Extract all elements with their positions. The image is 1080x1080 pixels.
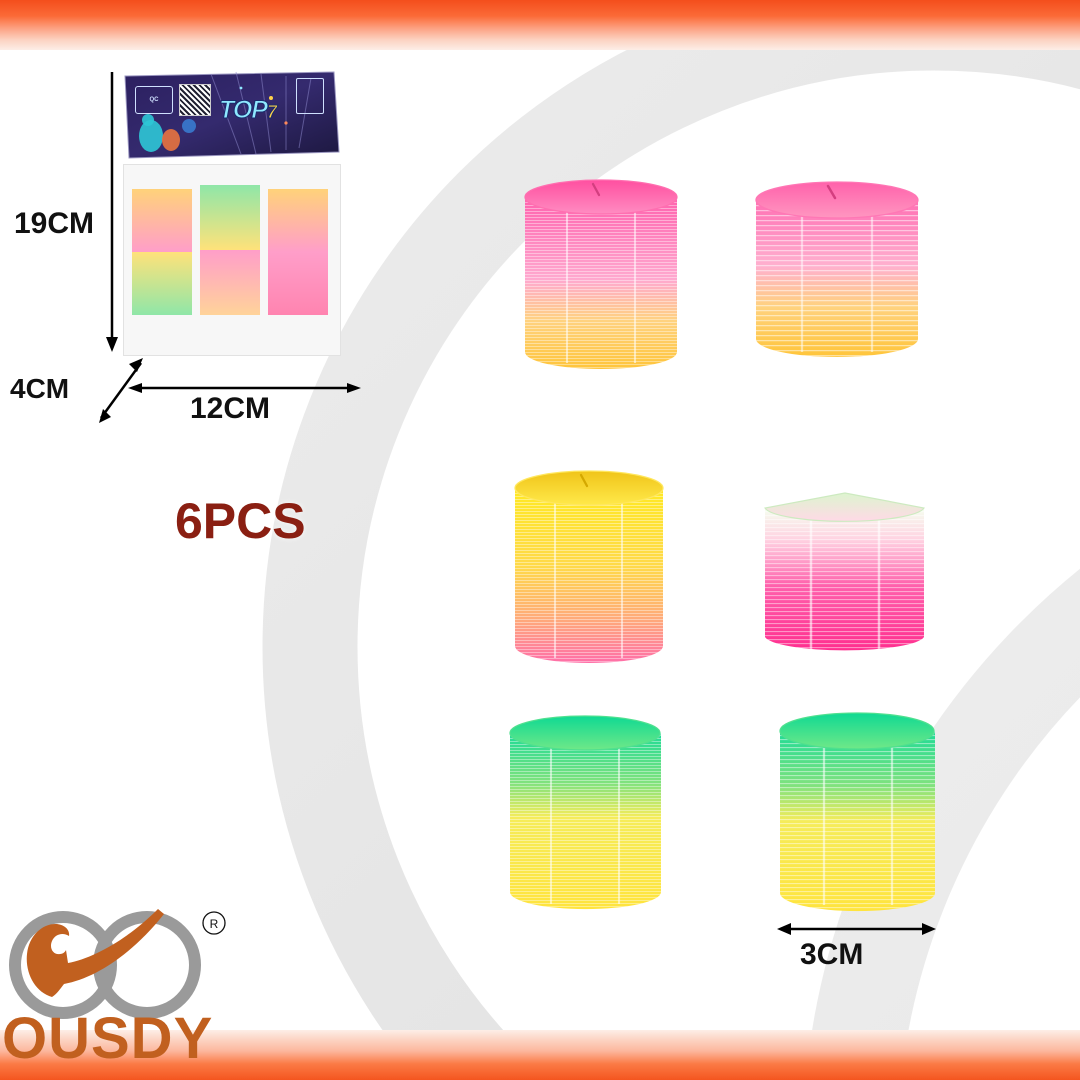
- svg-text:R: R: [210, 917, 219, 931]
